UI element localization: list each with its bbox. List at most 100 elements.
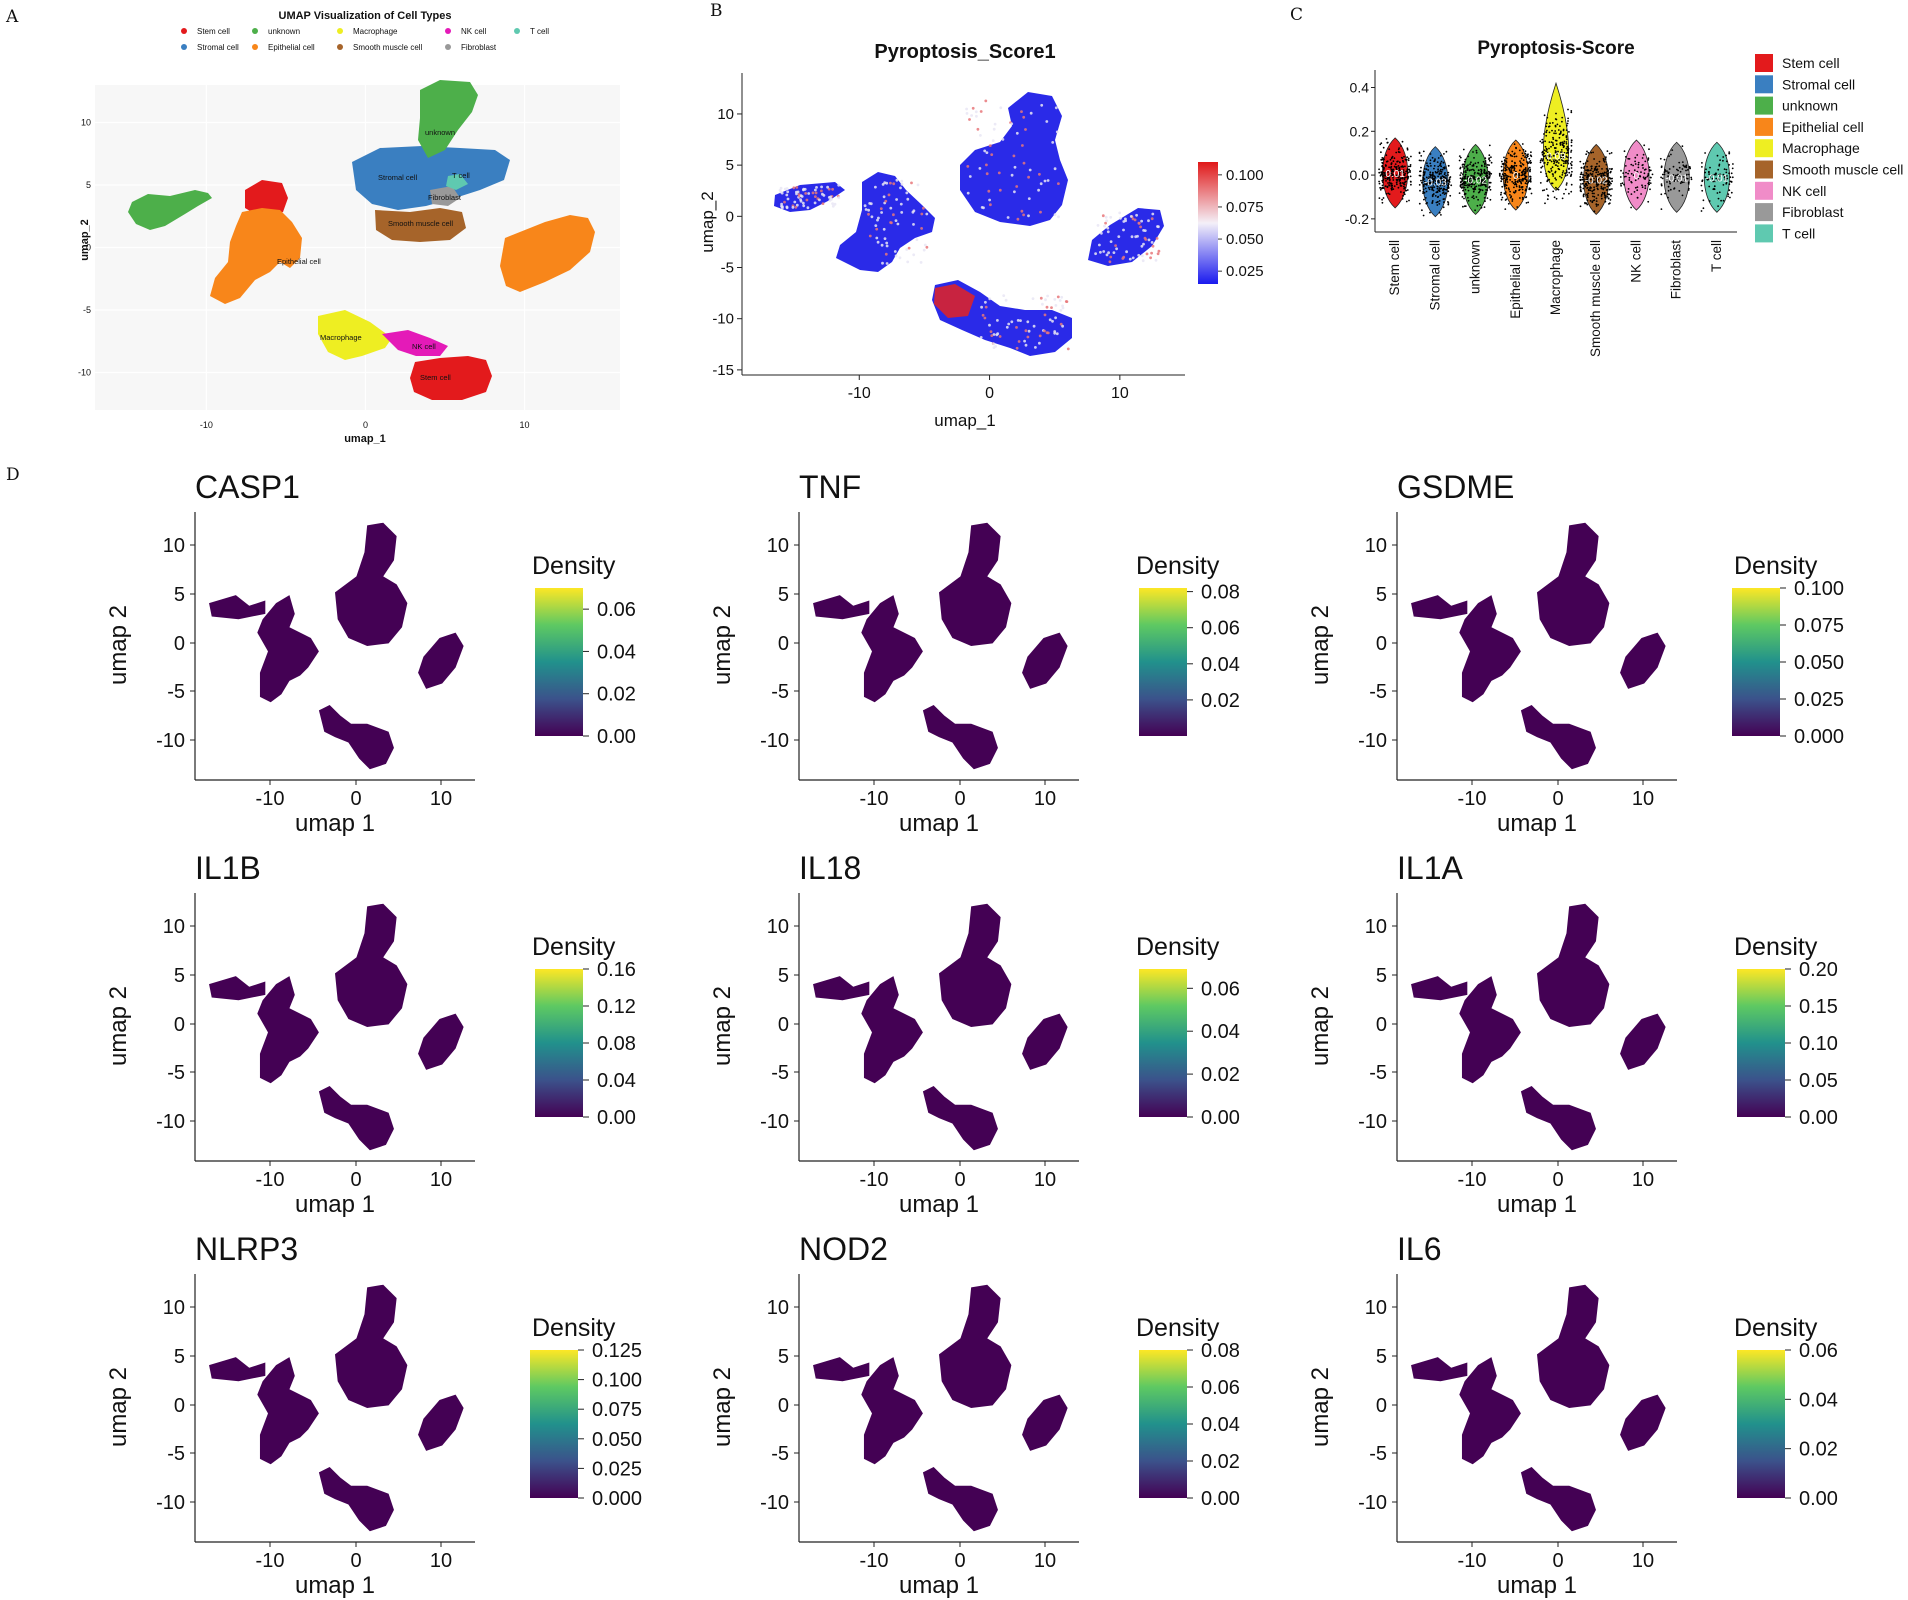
b-cell-point — [985, 151, 989, 155]
c-jitter-point — [1513, 183, 1516, 186]
c-jitter-point — [1524, 182, 1527, 185]
c-jitter-point — [1558, 136, 1561, 139]
c-jitter-point — [1505, 174, 1507, 177]
c-jitter-point — [1381, 165, 1383, 168]
b-cell-point — [837, 196, 841, 200]
c-jitter-point — [1464, 188, 1467, 191]
b-cell-point — [1156, 252, 1160, 256]
c-jitter-point — [1568, 171, 1571, 174]
c-jitter-point — [1379, 188, 1382, 191]
c-jitter-point — [1567, 108, 1569, 111]
c-jitter-point — [1461, 179, 1464, 182]
c-jitter-point — [1556, 188, 1558, 190]
c-jitter-point — [1462, 148, 1465, 151]
b-cell-point — [895, 178, 899, 182]
density-umap-cells — [1411, 1284, 1666, 1532]
c-jitter-point — [1480, 168, 1482, 171]
density-xtick-label: 0 — [350, 788, 361, 810]
b-cell-point — [987, 189, 991, 193]
c-jitter-point — [1545, 122, 1548, 125]
c-jitter-point — [1407, 176, 1410, 178]
c-jitter-point — [1563, 157, 1566, 160]
b-cell-point — [1098, 243, 1101, 247]
c-jitter-point — [1728, 164, 1730, 166]
c-jitter-point — [1467, 155, 1470, 158]
c-jitter-point — [1468, 180, 1470, 183]
density-umap-cells — [209, 903, 464, 1151]
c-jitter-point — [1459, 174, 1462, 177]
c-jitter-point — [1564, 174, 1567, 177]
c-jitter-point — [1625, 175, 1627, 178]
b-cell-point — [1104, 221, 1107, 225]
c-jitter-point — [1447, 184, 1450, 187]
b-cluster-bottom-hot — [934, 284, 975, 318]
c-jitter-point — [1397, 151, 1400, 153]
density-ytick-label: -10 — [1358, 1111, 1387, 1133]
c-jitter-point — [1605, 180, 1608, 183]
density-xlabel: umap 1 — [295, 1572, 375, 1599]
c-jitter-point — [1381, 179, 1384, 182]
c-jitter-point — [1443, 153, 1445, 155]
c-jitter-point — [1520, 157, 1523, 160]
c-jitter-point — [1402, 195, 1404, 197]
c-jitter-point — [1423, 181, 1426, 184]
c-jitter-point — [1706, 178, 1709, 181]
c-jitter-point — [1595, 165, 1598, 168]
b-cell-point — [1107, 251, 1110, 255]
b-cell-point — [792, 186, 796, 190]
c-jitter-point — [1597, 173, 1599, 176]
b-cell-point — [1114, 244, 1117, 248]
c-jitter-point — [1503, 177, 1506, 180]
c-jitter-point — [1580, 171, 1583, 174]
c-jitter-point — [1555, 178, 1557, 181]
c-jitter-point — [1704, 176, 1707, 179]
panel-b-xlabel: umap_1 — [934, 411, 995, 430]
c-jitter-point — [1595, 183, 1598, 186]
c-jitter-point — [1705, 168, 1707, 171]
c-ytick-label: -0.2 — [1345, 211, 1369, 227]
density-ytick-label: 10 — [767, 535, 789, 557]
b-cell-point — [869, 202, 873, 206]
c-jitter-point — [1566, 171, 1568, 173]
c-jitter-point — [1543, 133, 1545, 135]
c-jitter-point — [1586, 160, 1589, 163]
density-legend-title: Density — [532, 933, 616, 961]
c-jitter-point — [1432, 173, 1434, 176]
b-cell-point — [1015, 131, 1019, 135]
c-jitter-point — [1479, 180, 1482, 183]
c-jitter-point — [1410, 183, 1412, 186]
c-jitter-point — [1472, 164, 1475, 167]
c-jitter-point — [1681, 145, 1684, 148]
panel-a-legend: Stem cell unknown Macrophage NK cell T cellS… — [181, 27, 549, 52]
b-cell-point — [780, 204, 783, 208]
c-jitter-point — [1606, 150, 1609, 153]
c-jitter-point — [1525, 175, 1528, 178]
c-jitter-point — [1539, 159, 1542, 162]
c-jitter-point — [1596, 162, 1598, 165]
a-legend-label: Epithelial cell — [268, 43, 315, 52]
b-cell-point — [1027, 197, 1031, 201]
c-jitter-point — [1647, 173, 1650, 175]
c-jitter-point — [1551, 129, 1553, 132]
a-legend-label: T cell — [530, 27, 549, 36]
c-jitter-point — [1717, 197, 1720, 200]
c-jitter-point — [1597, 203, 1599, 206]
c-jitter-point — [1676, 177, 1679, 180]
c-jitter-point — [1595, 168, 1598, 171]
c-jitter-point — [1607, 181, 1610, 184]
c-jitter-point — [1559, 142, 1562, 145]
c-jitter-point — [1589, 189, 1592, 192]
c-jitter-point — [1546, 198, 1549, 201]
c-jitter-point — [1477, 161, 1480, 164]
b-cell-point — [989, 330, 993, 333]
b-cell-point — [786, 197, 790, 201]
c-jitter-point — [1649, 182, 1652, 185]
density-ytick-label: 10 — [163, 1297, 185, 1319]
density-colorbar-label: 0.02 — [597, 684, 636, 706]
c-jitter-point — [1587, 188, 1590, 191]
c-jitter-point — [1510, 170, 1513, 172]
